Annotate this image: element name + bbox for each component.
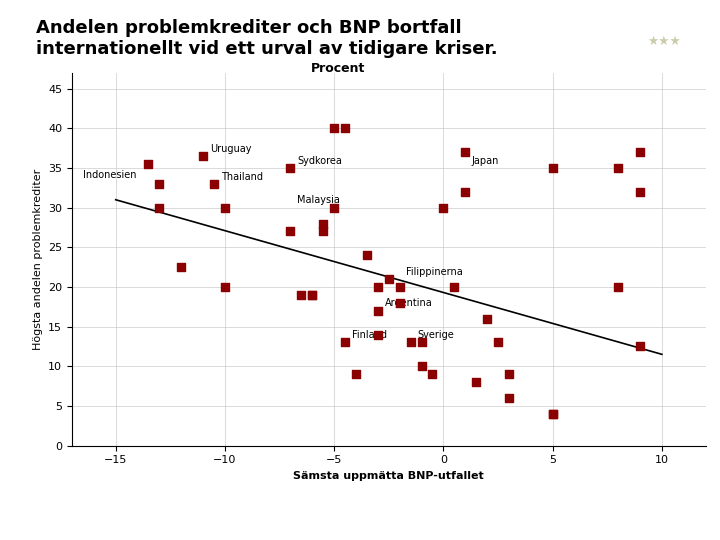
Y-axis label: Högsta andelen problemkrediter: Högsta andelen problemkrediter: [32, 168, 42, 350]
Point: [372, 306, 384, 315]
Point: [318, 219, 329, 228]
Point: [613, 282, 624, 291]
Text: Filippinerna: Filippinerna: [406, 267, 463, 276]
Text: RIKSBANK: RIKSBANK: [644, 92, 684, 98]
X-axis label: Sämsta uppmätta BNP-utfallet: Sämsta uppmätta BNP-utfallet: [294, 471, 484, 481]
Point: [208, 180, 220, 188]
Point: [153, 204, 165, 212]
Text: Argentina: Argentina: [384, 299, 432, 308]
Point: [143, 160, 154, 168]
Text: Finland: Finland: [351, 330, 387, 340]
Point: [176, 263, 187, 272]
Text: Diagram 5: Diagram 5: [11, 515, 62, 525]
Point: [613, 164, 624, 172]
Point: [634, 342, 646, 350]
Point: [219, 204, 230, 212]
Text: Sydkorea: Sydkorea: [297, 156, 342, 166]
Point: [459, 187, 471, 196]
Point: [470, 378, 482, 387]
Point: [219, 282, 230, 291]
Point: [361, 251, 373, 260]
Point: [438, 204, 449, 212]
Point: [405, 338, 416, 347]
Point: [284, 164, 296, 172]
Point: [339, 124, 351, 133]
Point: [372, 330, 384, 339]
Text: Andelen problemkrediter och BNP bortfall: Andelen problemkrediter och BNP bortfall: [36, 19, 462, 37]
Point: [318, 227, 329, 236]
Point: [547, 164, 559, 172]
Point: [394, 282, 405, 291]
Point: [339, 338, 351, 347]
Point: [307, 291, 318, 299]
Text: ★★★: ★★★: [647, 35, 681, 48]
Point: [427, 370, 438, 379]
Point: [503, 394, 515, 402]
Point: [372, 282, 384, 291]
Point: [197, 152, 209, 160]
Point: [634, 187, 646, 196]
Text: Indonesien: Indonesien: [83, 170, 136, 180]
Point: [492, 338, 504, 347]
Point: [449, 282, 460, 291]
Text: Sverige: Sverige: [417, 330, 454, 340]
Point: [153, 180, 165, 188]
Text: Malaysia: Malaysia: [297, 195, 340, 205]
Point: [328, 204, 340, 212]
Point: [482, 314, 493, 323]
Point: [296, 291, 307, 299]
Point: [350, 370, 361, 379]
Point: [328, 124, 340, 133]
Text: Källa: Laeven, Luc och Valencia (2008),"Systemic Banking Crises: A New Database": Källa: Laeven, Luc och Valencia (2008),"…: [72, 515, 536, 524]
Point: [394, 299, 405, 307]
Point: [416, 338, 428, 347]
Point: [284, 227, 296, 236]
Point: [459, 148, 471, 157]
Point: [547, 409, 559, 418]
Text: Japan: Japan: [472, 156, 499, 166]
Point: [547, 409, 559, 418]
Text: internationellt vid ett urval av tidigare kriser.: internationellt vid ett urval av tidigar…: [36, 40, 498, 58]
Text: Thailand: Thailand: [220, 172, 263, 181]
Point: [383, 275, 395, 284]
Point: [634, 148, 646, 157]
Text: Uruguay: Uruguay: [210, 144, 251, 154]
Point: [503, 370, 515, 379]
Text: Procent: Procent: [311, 62, 366, 75]
Point: [416, 362, 428, 370]
Point: [307, 291, 318, 299]
Text: SVERIGES: SVERIGES: [645, 72, 683, 79]
